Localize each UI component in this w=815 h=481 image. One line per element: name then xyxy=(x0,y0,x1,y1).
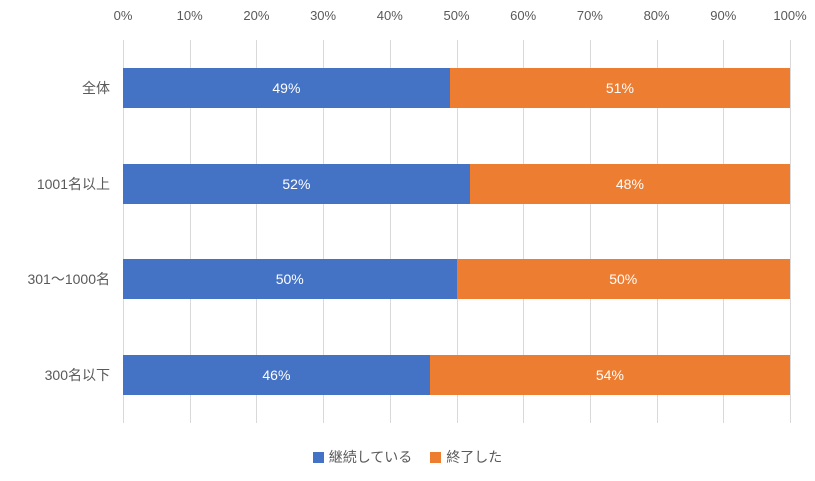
category-label: 300名以下 xyxy=(44,367,110,384)
x-axis-tick-label: 30% xyxy=(310,8,337,23)
gridline xyxy=(456,40,458,423)
legend-label: 継続している xyxy=(328,449,413,465)
bar-segment: 48% xyxy=(469,163,790,204)
legend: 継続している 終了した xyxy=(0,446,815,468)
gridline xyxy=(123,40,124,423)
x-axis-tick-label: 0% xyxy=(113,8,133,23)
x-axis-tick-label: 100% xyxy=(773,8,807,23)
legend-swatch-icon xyxy=(430,451,442,463)
gridline xyxy=(589,40,591,423)
category-label: 301〜1000名 xyxy=(27,271,110,288)
x-axis-tick-label: 50% xyxy=(443,8,470,23)
legend-item: 継続している xyxy=(312,447,413,467)
data-label: 46% xyxy=(262,367,291,384)
gridline xyxy=(790,40,791,423)
data-label: 49% xyxy=(272,79,301,96)
bar-segment: 54% xyxy=(429,355,790,396)
gridline xyxy=(323,40,325,423)
bar-segment: 50% xyxy=(456,259,790,300)
x-axis-tick-label: 70% xyxy=(576,8,603,23)
gridline xyxy=(389,40,391,423)
bar-segment: 50% xyxy=(123,259,457,300)
data-label: 51% xyxy=(605,79,634,96)
category-label: 1001名以上 xyxy=(36,175,110,192)
bar-segment: 49% xyxy=(123,67,450,108)
data-label: 48% xyxy=(615,175,644,192)
bar-segment: 51% xyxy=(449,67,790,108)
gridline xyxy=(723,40,725,423)
bar-segment: 52% xyxy=(123,163,470,204)
x-axis-tick-label: 40% xyxy=(376,8,403,23)
legend-label: 終了した xyxy=(446,449,503,465)
gridline xyxy=(656,40,658,423)
gridline xyxy=(189,40,191,423)
gridline xyxy=(523,40,525,423)
x-axis-tick-label: 20% xyxy=(243,8,270,23)
legend-swatch-icon xyxy=(312,451,324,463)
x-axis-tick-label: 80% xyxy=(643,8,670,23)
x-axis-tick-label: 90% xyxy=(710,8,737,23)
gridline xyxy=(256,40,258,423)
data-label: 54% xyxy=(595,367,624,384)
data-label: 50% xyxy=(275,271,304,288)
legend-item: 終了した xyxy=(430,447,502,467)
bar-segment: 46% xyxy=(123,355,430,396)
x-axis-tick-label: 60% xyxy=(510,8,537,23)
data-label: 52% xyxy=(282,175,311,192)
data-label: 50% xyxy=(609,271,638,288)
x-axis-tick-label: 10% xyxy=(176,8,203,23)
category-label: 全体 xyxy=(82,79,110,96)
